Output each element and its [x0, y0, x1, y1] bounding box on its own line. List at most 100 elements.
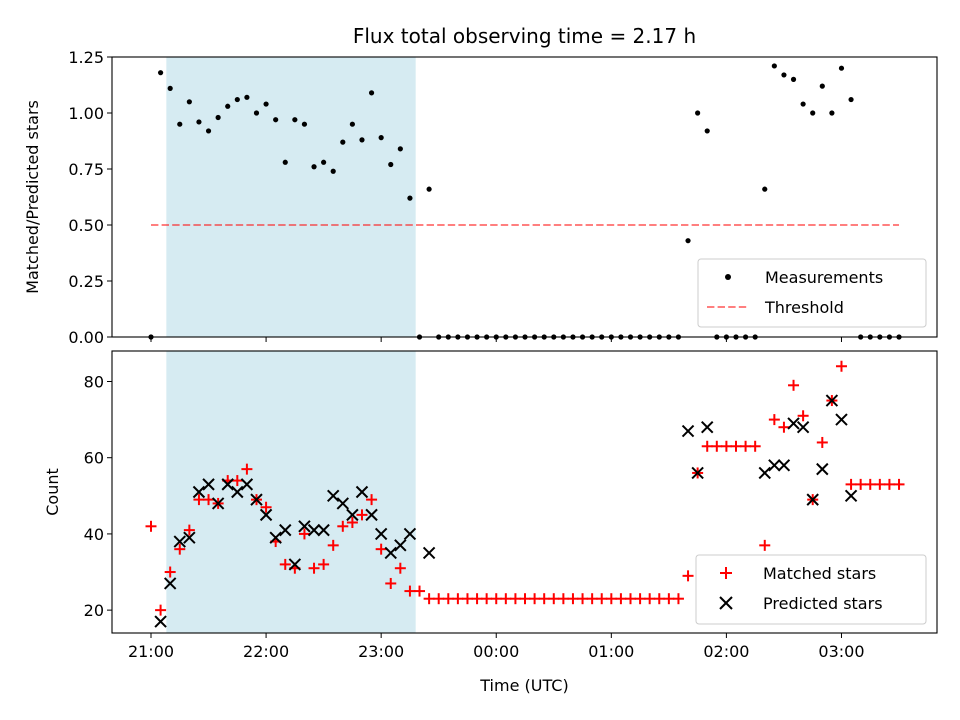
- measurement-point: [397, 146, 403, 152]
- predicted-star-point: [796, 421, 810, 434]
- predicted-star-point: [806, 493, 819, 506]
- matched-star-point: [538, 593, 550, 605]
- predicted-star-point: [355, 485, 369, 499]
- predicted-star-point: [374, 527, 388, 541]
- measurement-point: [848, 96, 854, 103]
- matched-star-point: [471, 593, 483, 605]
- matched-star-point: [529, 593, 541, 605]
- measurement-point: [196, 119, 202, 125]
- measurement-point: [282, 159, 288, 165]
- count-legend-box: [695, 554, 927, 625]
- matched-star-point: [509, 593, 521, 605]
- measurement-point: [704, 128, 710, 134]
- matched-star-point: [203, 494, 215, 506]
- ratio-panel: 0.00 0.25 0.50 0.75 1.00 1.25 Matched/Predict…: [23, 48, 938, 347]
- predicted-star-point: [844, 489, 858, 503]
- measurement-point: [368, 90, 375, 96]
- measurement-point: [426, 186, 432, 192]
- matched-star-point: [394, 562, 406, 574]
- predicted-star-point: [327, 489, 340, 503]
- ratio-axis-ticks: 0.00 0.25 0.50 0.75 1.00 1.25: [68, 48, 842, 347]
- matched-star-point: [711, 440, 723, 452]
- measurement-point: [695, 110, 701, 116]
- measurement-point: [829, 110, 835, 116]
- predicted-star-point: [681, 424, 695, 438]
- ratio-legend: Measurements Threshold: [697, 258, 927, 328]
- x-tick-label: 03:00: [818, 642, 864, 661]
- measurement-point: [215, 114, 221, 121]
- predicted-star-point: [336, 497, 350, 510]
- count-y-axis-label: Count: [43, 468, 62, 516]
- ratio-legend-box: [697, 258, 927, 328]
- measurement-point: [819, 83, 825, 89]
- observing-span: [166, 351, 416, 633]
- count-legend: Matched stars Predicted stars: [695, 554, 927, 625]
- count-axis-ticks: 20 40 60 80 21:00 22:00 23:00 00:00 01:00 02:00 03…: [84, 372, 865, 661]
- matched-star-point: [385, 577, 397, 589]
- matched-star-point: [653, 593, 665, 605]
- matched-star-point: [366, 494, 378, 506]
- measurement-point: [378, 135, 384, 141]
- predicted-star-point: [394, 539, 407, 552]
- matched-star-point: [788, 379, 800, 391]
- matched-star-point: [893, 478, 905, 490]
- matched-star-point: [442, 593, 454, 605]
- threshold-legend-label: Threshold: [764, 298, 844, 317]
- measurement-point: [685, 238, 691, 244]
- measurement-point: [407, 195, 413, 201]
- measurement-point: [330, 168, 336, 174]
- y-tick-label: 1.00: [68, 104, 104, 123]
- matched-star-point: [883, 478, 895, 490]
- matched-star-point: [260, 501, 272, 513]
- measurement-point: [311, 164, 317, 170]
- x-tick-label: 00:00: [473, 642, 519, 661]
- measurement-point: [781, 72, 787, 78]
- measurements-legend-label: Measurements: [765, 268, 883, 287]
- matched-star-point: [519, 593, 531, 605]
- x-tick-label: 22:00: [243, 642, 289, 661]
- matched-star-point: [845, 478, 857, 490]
- predicted-star-point: [307, 523, 321, 537]
- measurement-point: [388, 161, 394, 168]
- predicted-star-point: [221, 478, 234, 491]
- predicted-star-point: [269, 531, 282, 544]
- matched-star-point: [318, 558, 330, 570]
- matched-star-point: [682, 570, 694, 582]
- matched-star-point: [145, 520, 157, 532]
- measurement-point: [771, 63, 777, 69]
- measurement-point: [253, 110, 260, 116]
- predicted-legend-label: Predicted stars: [763, 594, 883, 613]
- measurement-point: [790, 76, 797, 82]
- matched-star-point: [557, 593, 569, 605]
- predicted-star-point: [758, 466, 771, 480]
- predicted-star-point: [787, 417, 800, 430]
- predicted-star-point: [365, 508, 378, 522]
- matched-star-point: [452, 593, 464, 605]
- measurement-point: [225, 103, 231, 109]
- predicted-star-point: [202, 478, 215, 491]
- count-panel: 20 40 60 80 21:00 22:00 23:00 00:00 01:00 02:00 03…: [43, 350, 938, 695]
- matched-star-point: [615, 593, 627, 605]
- count-axes-frame: [111, 350, 938, 634]
- matched-star-point: [768, 414, 780, 426]
- predicted-star-point: [691, 466, 704, 480]
- predicted-star-point: [250, 493, 263, 506]
- matched-legend-label: Matched stars: [763, 564, 876, 583]
- matched-star-point: [605, 593, 617, 605]
- measurement-point: [263, 101, 269, 107]
- y-tick-label: 0.75: [68, 160, 104, 179]
- matched-star-point: [672, 593, 684, 605]
- predicted-star-point: [173, 535, 186, 548]
- matched-star-point: [701, 440, 713, 452]
- matched-star-point: [730, 440, 742, 452]
- measurement-point: [234, 96, 240, 103]
- matched-star-point: [404, 585, 416, 597]
- measurement-point: [301, 121, 308, 127]
- predicted-star-point: [154, 615, 167, 628]
- matched-legend-marker: [720, 567, 732, 579]
- y-tick-label: 60: [84, 449, 104, 468]
- measurement-point: [359, 137, 365, 143]
- measurement-point: [205, 128, 212, 134]
- measurement-point: [157, 70, 164, 76]
- matched-star-point: [663, 593, 675, 605]
